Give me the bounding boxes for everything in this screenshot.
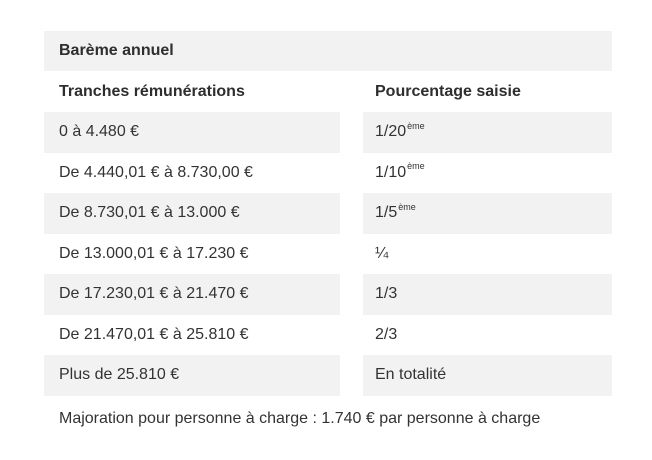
- tranche-cell: De 17.230,01 € à 21.470 €: [44, 274, 340, 315]
- ratio-superscript: ème: [407, 120, 425, 131]
- tranche-cell: De 21.470,01 € à 25.810 €: [59, 325, 249, 343]
- column-gap: [340, 193, 363, 234]
- tranche-cell: Plus de 25.810 €: [44, 355, 340, 396]
- column-header-pourcentage: Pourcentage saisie: [375, 82, 521, 100]
- column-gap: [340, 355, 363, 396]
- tranche-cell: De 8.730,01 € à 13.000 €: [44, 193, 340, 234]
- column-gap: [340, 233, 363, 274]
- table-title: Barème annuel: [59, 42, 174, 59]
- table-row: De 8.730,01 € à 13.000 € 1/5 ème: [44, 193, 612, 234]
- column-gap: [340, 152, 363, 193]
- ratio-superscript: ème: [398, 201, 416, 212]
- table-title-row: Barème annuel: [44, 31, 612, 71]
- table-row: 0 à 4.480 € 1/20 ème: [44, 112, 612, 153]
- column-gap: [340, 112, 363, 153]
- ratio-cell: 1/5 ème: [363, 193, 612, 234]
- tranche-cell: De 13.000,01 € à 17.230 €: [59, 244, 249, 262]
- tranche-cell: 0 à 4.480 €: [44, 112, 340, 153]
- bareme-annuel-table: Barème annuel Tranches rémunérations Pou…: [44, 31, 612, 396]
- table-row: De 13.000,01 € à 17.230 € ¼: [44, 233, 612, 275]
- ratio-cell: 1/10 ème: [363, 153, 612, 194]
- ratio-value: 2/3: [375, 325, 398, 343]
- ratio-value: En totalité: [375, 366, 447, 384]
- table-row: Plus de 25.810 € En totalité: [44, 355, 612, 396]
- ratio-value: ¼: [375, 244, 389, 262]
- tranche-cell: De 4.440,01 € à 8.730,00 €: [59, 163, 253, 181]
- ratio-value: 1/3: [375, 285, 398, 303]
- majoration-note: Majoration pour personne à charge : 1.74…: [59, 410, 541, 427]
- column-gap: [340, 71, 363, 112]
- column-gap: [340, 314, 363, 355]
- ratio-cell: En totalité: [363, 355, 612, 396]
- table-row: De 21.470,01 € à 25.810 € 2/3: [44, 314, 612, 356]
- ratio-superscript: ème: [407, 161, 425, 172]
- column-gap: [340, 274, 363, 315]
- column-header-tranches: Tranches rémunérations: [59, 82, 245, 100]
- ratio-cell: ¼: [363, 234, 612, 275]
- table-header-row: Tranches rémunérations Pourcentage saisi…: [44, 71, 612, 112]
- ratio-value: 1/20: [375, 123, 407, 141]
- table-row: De 17.230,01 € à 21.470 € 1/3: [44, 274, 612, 315]
- ratio-cell: 1/3: [363, 274, 612, 315]
- ratio-cell: 1/20 ème: [363, 112, 612, 153]
- table-row: De 4.440,01 € à 8.730,00 € 1/10 ème: [44, 152, 612, 194]
- ratio-value: 1/10: [375, 163, 407, 181]
- ratio-value: 1/5: [375, 204, 398, 222]
- ratio-cell: 2/3: [363, 315, 612, 356]
